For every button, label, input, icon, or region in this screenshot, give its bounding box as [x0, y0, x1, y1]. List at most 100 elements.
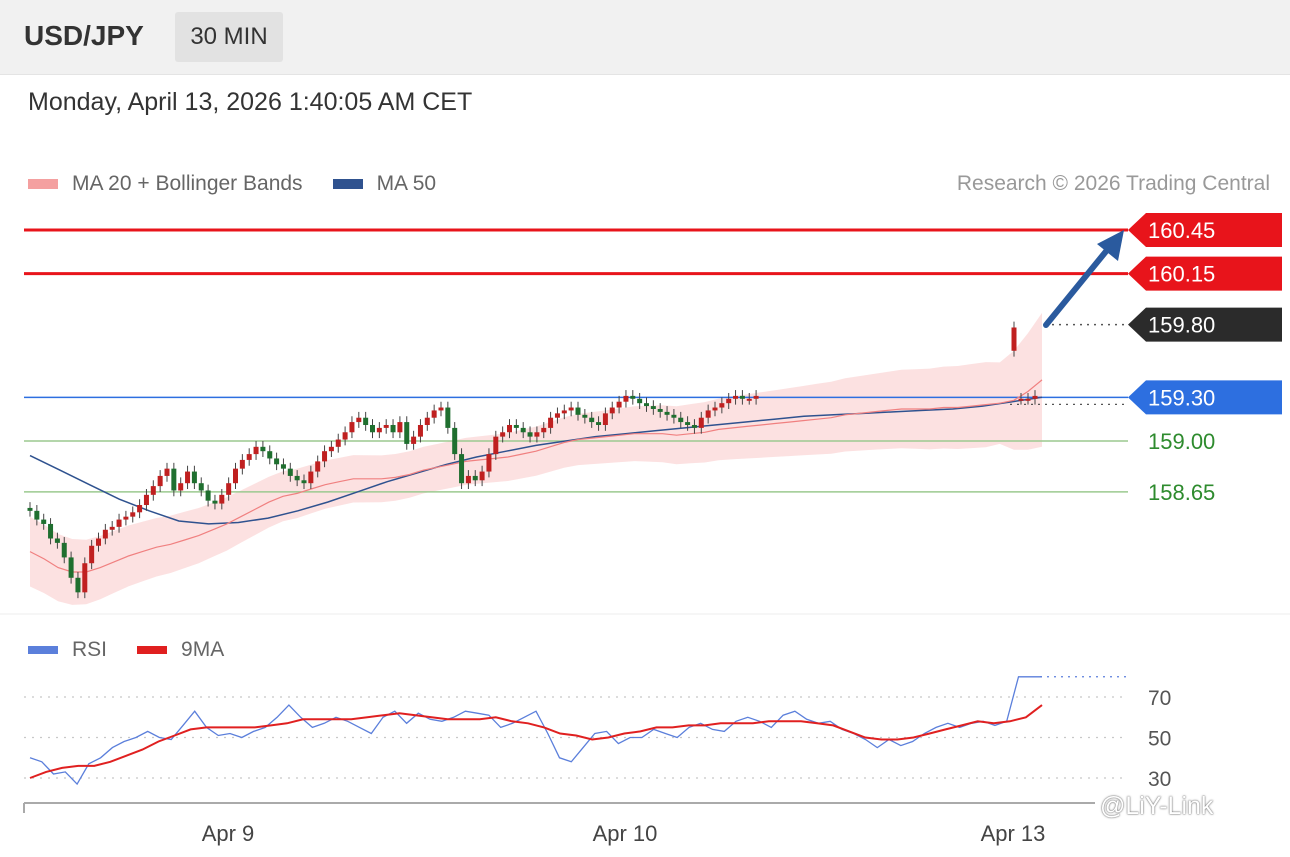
legend-item-rsi: RSI [28, 638, 107, 662]
candle-body [465, 475, 471, 484]
time-axis: Apr 9 Apr 10 Apr 13 [23, 802, 1095, 846]
level-tag-label: 160.15 [1148, 262, 1215, 287]
candle-body [719, 403, 725, 408]
candle-body [308, 471, 314, 484]
candle-body [726, 398, 732, 404]
candle-body [75, 577, 81, 593]
level-tag-pivot [1128, 380, 1282, 415]
candle-body [417, 424, 423, 437]
candle-body [301, 480, 307, 484]
candle-body [459, 454, 465, 484]
rsi-series-9ma [29, 704, 1043, 779]
candle-body [644, 403, 649, 407]
candle-body [404, 422, 410, 444]
time-tick-label: Apr 10 [593, 821, 658, 846]
candle-body [280, 464, 286, 469]
candle-body [664, 411, 670, 415]
bollinger-band [30, 312, 1042, 605]
level-tag-label: 159.30 [1148, 385, 1215, 410]
candle-body [349, 422, 355, 433]
candle-body [753, 395, 759, 399]
time-tick-label: Apr 13 [981, 821, 1046, 846]
candle-body [123, 516, 129, 520]
candle-body [287, 468, 293, 476]
legend-swatch-ma50 [332, 179, 363, 189]
candle-body [712, 407, 718, 411]
candle-body [198, 483, 204, 491]
support-level-label: 159.00 [1148, 429, 1215, 454]
candle-body [239, 459, 245, 469]
candle-body [623, 395, 629, 402]
candle-body [1011, 327, 1017, 351]
price-legend: MA 20 + Bollinger Bands MA 50 [28, 172, 466, 196]
candle-body [698, 417, 704, 428]
support-level-label: 158.65 [1148, 480, 1215, 505]
level-tag-label: 160.45 [1148, 218, 1215, 243]
candle-body [205, 490, 211, 501]
level-tag-last-price [1128, 307, 1282, 342]
candle-body [431, 410, 437, 418]
candle-body [513, 424, 519, 428]
candle-body [507, 424, 512, 433]
candle-body [233, 468, 238, 484]
candle-body [589, 417, 595, 423]
candle-body [630, 395, 636, 399]
legend-swatch-9ma [137, 646, 168, 654]
rsi-series-rsi [29, 676, 1042, 786]
candle-body [82, 563, 88, 593]
level-tag-resistance [1128, 256, 1282, 291]
candle-body [746, 398, 752, 401]
candle-body [548, 417, 554, 428]
candle-body [315, 461, 321, 472]
candle-body [527, 432, 533, 437]
candle-body [150, 486, 156, 495]
trend-arrow-shaft [1043, 241, 1115, 328]
candle-body [41, 519, 47, 524]
candle-body [705, 410, 711, 418]
candle-body [1032, 395, 1038, 399]
trend-arrow-head [1097, 230, 1124, 261]
candle-body [363, 417, 369, 425]
candle-body [739, 395, 745, 399]
candle-body [34, 510, 40, 520]
candle-body [479, 471, 485, 481]
candle-body [342, 432, 348, 440]
timeframe-button[interactable]: 30 MIN [175, 12, 283, 62]
legend-item-ma50: MA 50 [332, 172, 436, 196]
candle-body [411, 436, 417, 444]
legend-label-ma20: MA 20 + Bollinger Bands [72, 172, 303, 195]
candle-body [260, 446, 266, 452]
candle-body [493, 436, 499, 455]
candle-body [294, 475, 300, 481]
rsi-legend: RSI 9MA [28, 638, 254, 662]
datetime-label: Monday, April 13, 2026 1:40:05 AM CET [28, 88, 473, 116]
candle-body [137, 505, 143, 513]
candle-body [335, 439, 341, 447]
candle-body [89, 545, 95, 564]
candle-body [671, 414, 677, 418]
rsi-tick-label: 70 [1148, 687, 1171, 710]
candle-body [61, 542, 67, 558]
candle-body [616, 401, 622, 408]
rsi-panel: 70 50 30 [24, 676, 1171, 791]
candle-body [109, 526, 115, 530]
legend-item-9ma: 9MA [137, 638, 224, 662]
candle-body [1018, 398, 1024, 401]
candle-body [68, 557, 74, 578]
candle-body [185, 471, 191, 484]
candle-body [246, 454, 252, 460]
candle-body [691, 424, 697, 428]
candle-body [561, 410, 567, 414]
candle-body [171, 468, 177, 491]
ma50-line [29, 396, 1043, 525]
candle-body [157, 475, 163, 487]
candle-body [733, 395, 739, 399]
candle-body [390, 424, 396, 433]
candle-body [520, 427, 526, 433]
candle-body [685, 422, 691, 425]
symbol-title: USD/JPY [24, 20, 144, 51]
candle-body [328, 446, 334, 452]
price-panel: 160.45 160.15 159.80 159.30 159.00 158.65 [24, 213, 1282, 605]
research-credit: Research © 2026 Trading Central [956, 172, 1270, 195]
